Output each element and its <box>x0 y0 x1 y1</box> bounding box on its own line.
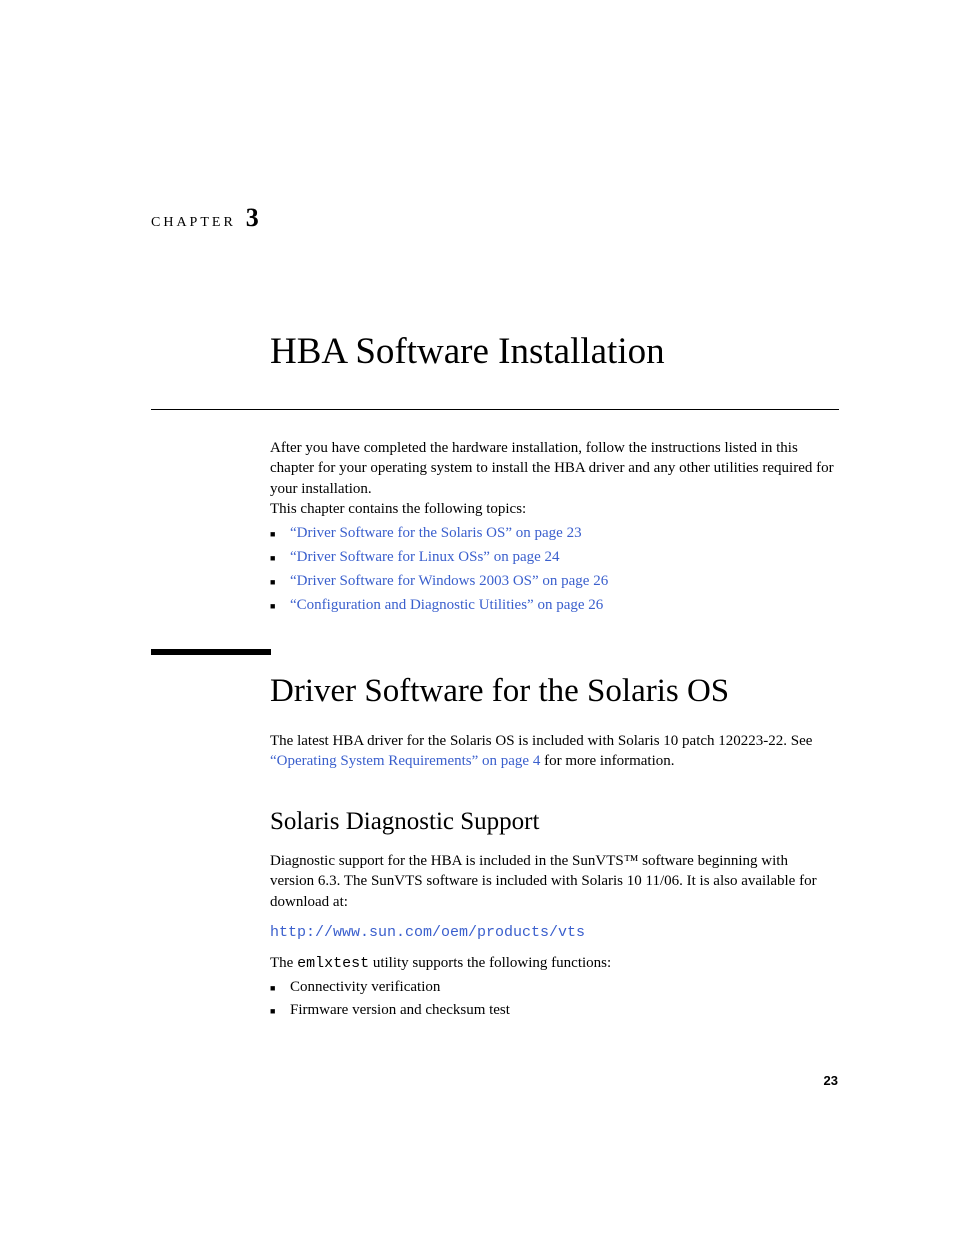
os-requirements-link[interactable]: “Operating System Requirements” on page … <box>270 753 540 769</box>
toc-link-windows[interactable]: “Driver Software for Windows 2003 OS” on… <box>290 573 608 589</box>
download-url[interactable]: http://www.sun.com/oem/products/vts <box>270 924 585 941</box>
toc-item: “Configuration and Diagnostic Utilities”… <box>270 593 840 617</box>
toc-link-config[interactable]: “Configuration and Diagnostic Utilities”… <box>290 597 603 613</box>
page: CHAPTER 3 HBA Software Installation Afte… <box>0 0 954 1235</box>
chapter-number: 3 <box>246 203 259 233</box>
topics-intro: This chapter contains the following topi… <box>270 501 526 518</box>
section-title: Driver Software for the Solaris OS <box>270 673 729 710</box>
list-item: Connectivity verification <box>270 976 840 999</box>
toc-item: “Driver Software for Linux OSs” on page … <box>270 545 840 569</box>
section-para-post: for more information. <box>540 753 674 769</box>
chapter-line: CHAPTER 3 <box>151 203 259 233</box>
util-code: emlxtest <box>297 955 369 972</box>
toc-list: “Driver Software for the Solaris OS” on … <box>270 521 840 617</box>
page-title: HBA Software Installation <box>270 330 665 373</box>
section-para-pre: The latest HBA driver for the Solaris OS… <box>270 733 812 749</box>
util-pre: The <box>270 955 297 971</box>
page-number: 23 <box>824 1073 838 1088</box>
intro-paragraph: After you have completed the hardware in… <box>270 438 840 499</box>
utility-line: The emlxtest utility supports the follow… <box>270 955 611 972</box>
toc-item: “Driver Software for Windows 2003 OS” on… <box>270 569 840 593</box>
toc-item: “Driver Software for the Solaris OS” on … <box>270 521 840 545</box>
list-item: Firmware version and checksum test <box>270 999 840 1022</box>
util-post: utility supports the following functions… <box>369 955 611 971</box>
section-paragraph: The latest HBA driver for the Solaris OS… <box>270 731 850 772</box>
toc-link-linux[interactable]: “Driver Software for Linux OSs” on page … <box>290 549 560 565</box>
subsection-title: Solaris Diagnostic Support <box>270 808 539 836</box>
section-bar <box>151 649 271 655</box>
title-rule <box>151 409 839 410</box>
subsection-paragraph: Diagnostic support for the HBA is includ… <box>270 851 830 912</box>
functions-list: Connectivity verification Firmware versi… <box>270 976 840 1023</box>
toc-link-solaris[interactable]: “Driver Software for the Solaris OS” on … <box>290 525 582 541</box>
chapter-label: CHAPTER <box>151 215 236 231</box>
